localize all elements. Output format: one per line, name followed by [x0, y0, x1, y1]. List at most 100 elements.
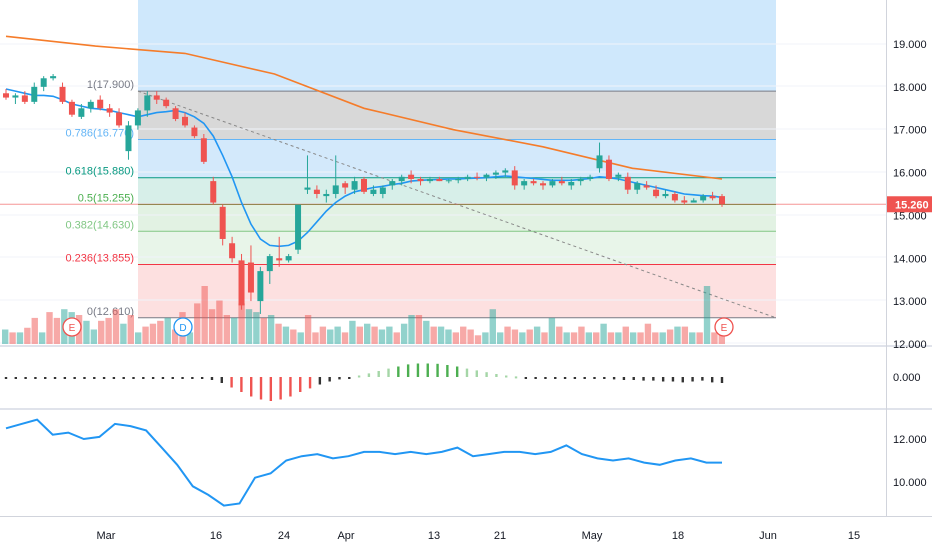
- candle-body: [436, 178, 443, 182]
- candle-body: [624, 176, 631, 190]
- volume-bar: [16, 332, 24, 344]
- volume-bar: [31, 317, 38, 344]
- oscillator-bar: [348, 377, 351, 379]
- candle-body: [577, 178, 584, 182]
- oscillator-bar: [210, 377, 214, 380]
- oscillator-bar: [671, 377, 675, 382]
- volume-bar: [157, 320, 164, 344]
- oscillator-bar: [289, 377, 292, 397]
- candle-body: [709, 196, 716, 199]
- volume-bar: [53, 317, 61, 344]
- time-tick-0: Mar: [97, 530, 116, 542]
- oscillator-bar: [524, 377, 528, 379]
- candle-body: [40, 78, 47, 87]
- volume-bar: [371, 326, 378, 344]
- candle-body: [643, 185, 650, 188]
- oscillator-bar: [53, 377, 57, 379]
- oscillator-bar: [318, 377, 322, 385]
- oscillator-bar: [299, 377, 302, 392]
- volume-bar: [644, 323, 652, 344]
- oscillator-bar: [83, 377, 86, 379]
- volume-bar: [282, 326, 290, 344]
- volume-bar: [482, 332, 489, 344]
- candle-body: [464, 176, 471, 179]
- candle-body: [511, 170, 518, 186]
- time-tick-1: 16: [210, 530, 222, 542]
- volume-bar: [90, 329, 98, 344]
- volume-bar: [703, 286, 711, 344]
- lower-indicator-tick-1: 10.000: [893, 477, 927, 489]
- volume-bar: [238, 303, 245, 344]
- volume-bar: [38, 332, 46, 344]
- volume-bar: [24, 327, 31, 344]
- oscillator-bar: [102, 377, 106, 379]
- time-tick-2: 24: [278, 530, 290, 542]
- volume-bar: [253, 312, 260, 344]
- volume-bar: [570, 332, 578, 344]
- candle-body: [351, 181, 358, 190]
- volume-bar: [327, 329, 334, 344]
- volume-bar: [585, 332, 593, 344]
- volume-bar: [607, 332, 615, 344]
- volume-bar: [711, 332, 718, 344]
- pane-divider-2: [0, 408, 932, 410]
- candle-body: [78, 108, 85, 117]
- volume-bar: [245, 309, 253, 344]
- volume-bar: [341, 332, 349, 344]
- volume-bar: [430, 326, 437, 344]
- oscillator-bar: [573, 377, 577, 379]
- volume-bar: [415, 315, 423, 344]
- volume-bar: [511, 329, 519, 344]
- volume-bar: [519, 332, 526, 344]
- volume-bar: [356, 326, 363, 344]
- candle-body: [445, 180, 452, 182]
- volume-bar: [533, 326, 541, 344]
- candle-body: [370, 189, 377, 194]
- price-axis[interactable]: 19.000 18.000 17.000 16.000 15.000 14.000 13.0…: [0, 0, 932, 517]
- fib-zone-0: [138, 91, 776, 140]
- oscillator-bar: [475, 370, 478, 377]
- candle-body: [229, 243, 236, 259]
- oscillator-bar: [161, 377, 165, 379]
- time-tick-3: Apr: [337, 530, 354, 542]
- candle-body: [172, 108, 179, 119]
- volume-bar: [637, 332, 644, 344]
- event-marker-label-0: E: [69, 323, 76, 334]
- oscillator-bar: [554, 377, 557, 379]
- volume-bar: [194, 303, 201, 344]
- oscillator-bar: [4, 377, 8, 379]
- oscillator-bar: [24, 377, 27, 379]
- oscillator-bar: [151, 377, 155, 379]
- price-tick-4: 15.000: [893, 210, 927, 222]
- candle-body: [653, 189, 660, 197]
- candle-body: [549, 181, 556, 186]
- candle-body: [219, 206, 226, 239]
- candle-body: [502, 170, 509, 173]
- fib-level-label-5: 0.236(13.855): [66, 252, 135, 264]
- time-tick-6: May: [582, 530, 603, 542]
- time-axis[interactable]: Mar 16 24 Apr 13 21 May 18 Jun 15: [97, 530, 861, 542]
- price-tick-2: 17.000: [893, 125, 927, 137]
- oscillator-bar: [681, 377, 684, 383]
- volume-bar: [393, 332, 400, 344]
- volume-bar: [629, 332, 637, 344]
- oscillator-bar: [112, 377, 116, 379]
- oscillator-bar: [612, 377, 616, 380]
- volume-bar: [275, 323, 282, 344]
- oscillator-bar: [240, 377, 243, 392]
- candle-body: [97, 99, 104, 109]
- oscillator-bar: [122, 377, 125, 379]
- oscillator-bar: [701, 377, 704, 381]
- candle-body: [21, 95, 28, 102]
- oscillator-tick: 0.000: [893, 372, 921, 384]
- fib-level-label-4: 0.382(14.630): [66, 219, 135, 231]
- oscillator-bar: [416, 363, 420, 377]
- candle-body: [323, 193, 330, 197]
- candle-body: [182, 116, 188, 126]
- volume-bar: [378, 329, 386, 344]
- oscillator-bar: [622, 377, 626, 380]
- candle-body: [521, 181, 528, 186]
- oscillator-bar: [691, 377, 694, 382]
